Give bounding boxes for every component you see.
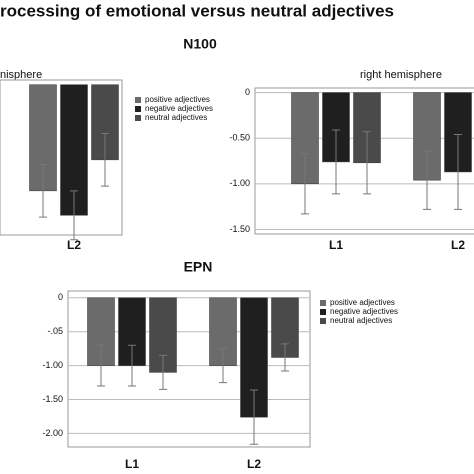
y-tick-label: -1.00: [42, 360, 63, 370]
legend-label: positive adjectives: [330, 298, 395, 307]
figure-title: rocessing of emotional versus neutral ad…: [0, 1, 394, 20]
y-tick-label: 0: [58, 292, 63, 302]
legend-label: neutral adjectives: [145, 113, 207, 122]
y-tick-label: -1.00: [229, 178, 250, 188]
y-tick-label: -2.00: [42, 428, 63, 438]
y-tick-label: -.05: [47, 326, 63, 336]
error-bar: [281, 343, 289, 372]
x-tick-label: L1: [125, 457, 139, 471]
x-tick-label: L2: [67, 238, 81, 252]
legend-label: negative adjectives: [145, 104, 213, 113]
y-tick-label: -1.50: [42, 394, 63, 404]
legend-swatch: [320, 309, 326, 315]
error-bar: [332, 129, 340, 195]
legend-swatch: [320, 318, 326, 324]
error-bar: [301, 153, 309, 215]
plot-frame: [254, 87, 474, 235]
legend-label: positive adjectives: [145, 95, 210, 104]
section-heading: N100: [183, 36, 217, 52]
legend-swatch: [320, 300, 326, 306]
legend-label: neutral adjectives: [330, 316, 392, 325]
y-tick-label: 0: [245, 87, 250, 97]
chart-title: right hemisphere: [360, 69, 442, 81]
x-tick-label: L2: [247, 457, 261, 471]
error-bar: [250, 389, 258, 445]
x-tick-label: L1: [329, 238, 343, 252]
plot-frame: [67, 290, 311, 448]
error-bar: [39, 164, 47, 218]
y-tick-label: -1.50: [229, 224, 250, 234]
error-bar: [219, 348, 227, 384]
legend-swatch: [135, 106, 141, 112]
y-tick-label: -0.50: [229, 133, 250, 143]
chart-title: nisphere: [0, 69, 42, 81]
error-bar: [70, 190, 78, 241]
error-bar: [101, 133, 109, 187]
error-bar: [97, 344, 105, 387]
section-heading: EPN: [184, 259, 213, 275]
error-bar: [423, 150, 431, 210]
legend-swatch: [135, 97, 141, 103]
legend-swatch: [135, 115, 141, 121]
error-bar: [363, 131, 371, 195]
error-bar: [159, 354, 167, 390]
x-tick-label: L2: [451, 238, 465, 252]
error-bar: [128, 344, 136, 387]
plot-frame: [0, 79, 123, 236]
error-bar: [454, 134, 462, 210]
legend-label: negative adjectives: [330, 307, 398, 316]
